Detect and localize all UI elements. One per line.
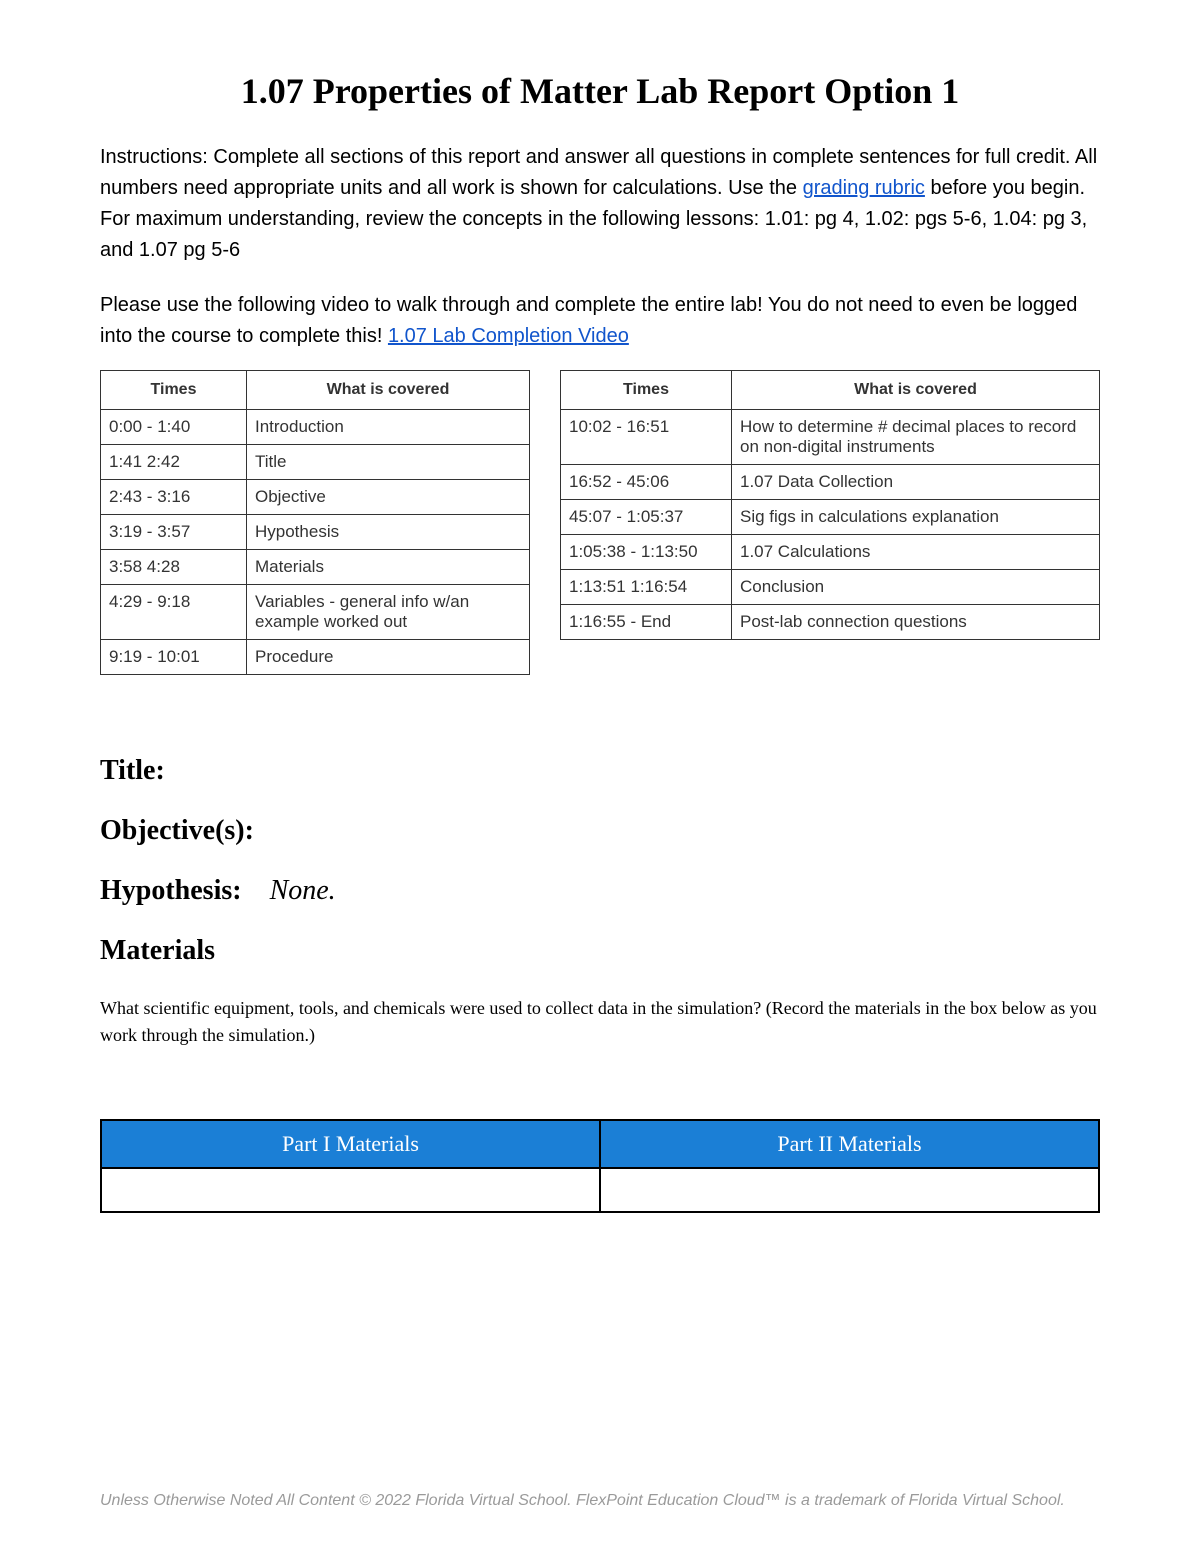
table-header-row: Times What is covered [101,371,530,410]
hypothesis-value: None. [270,875,336,906]
table-row: 4:29 - 9:18Variables - general info w/an… [101,585,530,640]
cell-time: 1:13:51 1:16:54 [561,570,732,605]
hypothesis-label: Hypothesis: [100,875,242,906]
table-row: 16:52 - 45:061.07 Data Collection [561,465,1100,500]
cell-topic: Objective [247,480,530,515]
section-title: Title: [100,755,1100,787]
cell-topic: Conclusion [732,570,1100,605]
col-covered: What is covered [247,371,530,410]
materials-table: Part I Materials Part II Materials [100,1119,1100,1213]
timestamps-table-right: Times What is covered 10:02 - 16:51How t… [560,370,1100,640]
cell-time: 9:19 - 10:01 [101,640,247,675]
instructions-paragraph: Instructions: Complete all sections of t… [100,142,1100,266]
timestamp-tables-row: Times What is covered 0:00 - 1:40Introdu… [100,370,1100,675]
grading-rubric-link[interactable]: grading rubric [803,177,925,199]
cell-time: 45:07 - 1:05:37 [561,500,732,535]
lab-video-link[interactable]: 1.07 Lab Completion Video [388,325,629,347]
cell-time: 2:43 - 3:16 [101,480,247,515]
cell-time: 1:41 2:42 [101,445,247,480]
cell-topic: Materials [247,550,530,585]
table-row: 1:16:55 - EndPost-lab connection questio… [561,605,1100,640]
document-page: 1.07 Properties of Matter Lab Report Opt… [0,0,1200,1553]
col-times: Times [561,371,732,410]
cell-topic: Variables - general info w/an example wo… [247,585,530,640]
cell-time: 1:05:38 - 1:13:50 [561,535,732,570]
cell-time: 10:02 - 16:51 [561,410,732,465]
materials-header-right: Part II Materials [600,1120,1099,1168]
table-row: 10:02 - 16:51How to determine # decimal … [561,410,1100,465]
table-row: 45:07 - 1:05:37Sig figs in calculations … [561,500,1100,535]
table-row: 9:19 - 10:01Procedure [101,640,530,675]
cell-time: 3:19 - 3:57 [101,515,247,550]
cell-topic: Procedure [247,640,530,675]
materials-cell-left [101,1168,600,1212]
cell-time: 0:00 - 1:40 [101,410,247,445]
cell-topic: Hypothesis [247,515,530,550]
page-title: 1.07 Properties of Matter Lab Report Opt… [100,70,1100,112]
cell-topic: 1.07 Calculations [732,535,1100,570]
cell-topic: Introduction [247,410,530,445]
cell-topic: Sig figs in calculations explanation [732,500,1100,535]
cell-topic: 1.07 Data Collection [732,465,1100,500]
video-note-paragraph: Please use the following video to walk t… [100,290,1100,352]
cell-time: 1:16:55 - End [561,605,732,640]
section-hypothesis: Hypothesis: None. [100,875,1100,907]
cell-topic: How to determine # decimal places to rec… [732,410,1100,465]
section-objectives: Objective(s): [100,815,1100,847]
table-row: 3:19 - 3:57Hypothesis [101,515,530,550]
section-materials: Materials [100,935,1100,967]
col-times: Times [101,371,247,410]
cell-topic: Title [247,445,530,480]
materials-header-left: Part I Materials [101,1120,600,1168]
cell-time: 16:52 - 45:06 [561,465,732,500]
materials-cell-right [600,1168,1099,1212]
table-row: 1:41 2:42Title [101,445,530,480]
materials-header-row: Part I Materials Part II Materials [101,1120,1099,1168]
col-covered: What is covered [732,371,1100,410]
materials-prompt: What scientific equipment, tools, and ch… [100,995,1100,1049]
materials-empty-row [101,1168,1099,1212]
table-row: 0:00 - 1:40Introduction [101,410,530,445]
table-row: 1:05:38 - 1:13:501.07 Calculations [561,535,1100,570]
footer-copyright: Unless Otherwise Noted All Content © 202… [100,1489,1100,1513]
timestamps-table-left: Times What is covered 0:00 - 1:40Introdu… [100,370,530,675]
table-row: 2:43 - 3:16Objective [101,480,530,515]
cell-time: 4:29 - 9:18 [101,585,247,640]
table-row: 3:58 4:28Materials [101,550,530,585]
table-header-row: Times What is covered [561,371,1100,410]
cell-time: 3:58 4:28 [101,550,247,585]
table-row: 1:13:51 1:16:54Conclusion [561,570,1100,605]
cell-topic: Post-lab connection questions [732,605,1100,640]
